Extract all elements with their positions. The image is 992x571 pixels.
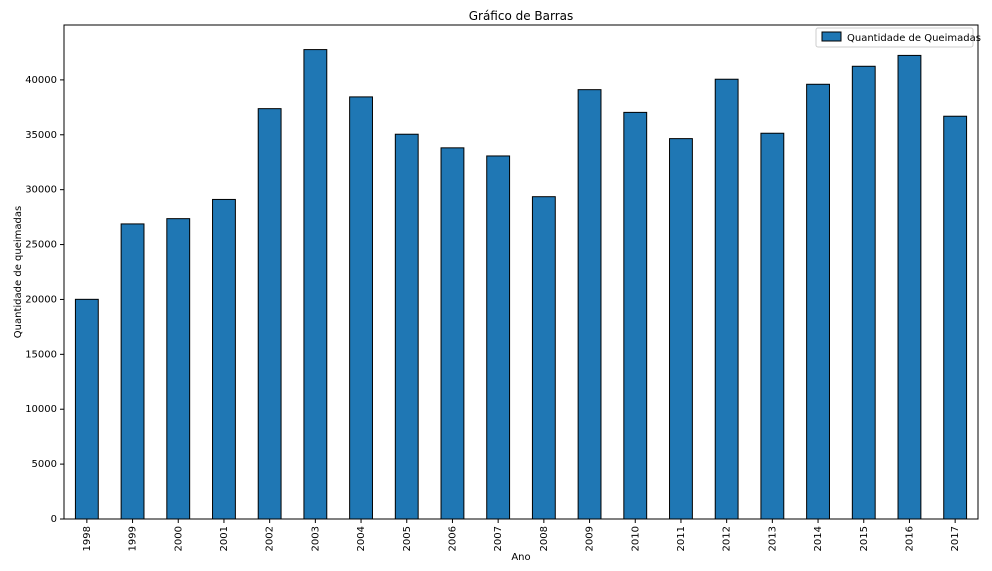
- x-tick-label: 2014: [813, 526, 824, 551]
- bar-2016: [897, 54, 922, 520]
- x-tick-label: 2001: [219, 526, 230, 551]
- x-tick-label: 2012: [722, 526, 733, 551]
- bar-1999: [120, 223, 145, 520]
- bar-1998: [74, 298, 99, 520]
- bar-2013: [760, 132, 785, 520]
- x-tick-label: 2009: [585, 526, 596, 551]
- axes-layer: 1998 1999 2000 2001 2002 2003 2004 2005 2006 2007…: [25, 24, 979, 551]
- chart-title: Gráfico de Barras: [469, 9, 574, 23]
- x-tick-label: 2010: [630, 526, 641, 551]
- x-tick-label: 2006: [447, 526, 458, 551]
- y-tick-label: 15000: [25, 349, 57, 360]
- x-axis-label: Ano: [511, 552, 530, 563]
- y-tick-label: 30000: [25, 185, 57, 196]
- bar-2011: [669, 138, 693, 520]
- y-tick-label: 20000: [25, 294, 57, 305]
- y-tick-label: 25000: [25, 240, 57, 251]
- bar-2012: [714, 78, 739, 520]
- legend-frame: [815, 27, 974, 48]
- legend: Quantidade de Queimadas: [815, 27, 981, 48]
- plot-frame: [63, 24, 979, 520]
- x-tick-label: 2013: [767, 526, 778, 551]
- bar-2003: [303, 49, 328, 520]
- x-tick-label: 2000: [173, 526, 184, 551]
- x-tick-label: 1998: [82, 526, 93, 551]
- bar-2014: [806, 83, 830, 520]
- y-tick-label: 10000: [25, 404, 57, 415]
- x-tick-label: 2007: [493, 526, 504, 551]
- x-tick-label: 2003: [310, 526, 321, 551]
- bar-2017: [943, 115, 968, 520]
- bar-2002: [257, 108, 282, 520]
- x-tick-label: 2005: [402, 526, 413, 551]
- x-tick-label: 2004: [356, 526, 367, 551]
- bar-2006: [440, 147, 465, 520]
- bar-2007: [486, 155, 511, 520]
- x-tick-label: 2011: [676, 526, 687, 551]
- bar-2000: [166, 218, 191, 520]
- bar-2008: [531, 196, 556, 520]
- y-axis-label: Quantidade de queimadas: [13, 206, 24, 338]
- bar-2005: [394, 133, 419, 520]
- legend-swatch: [821, 31, 842, 42]
- legend-label: Quantidade de Queimadas: [847, 33, 981, 44]
- bar-2009: [577, 89, 602, 520]
- y-tick-label: 35000: [25, 130, 57, 141]
- x-tick-label: 2015: [859, 526, 870, 551]
- bar-2001: [212, 198, 236, 520]
- x-tick-label: 2008: [539, 526, 550, 551]
- x-tick-label: 2016: [904, 526, 915, 551]
- bar-2010: [623, 111, 648, 520]
- y-tick-label: 40000: [25, 75, 57, 86]
- y-tick-label: 5000: [32, 459, 57, 470]
- bars-layer: [74, 49, 968, 520]
- y-tick-label: 0: [51, 514, 57, 525]
- x-tick-label: 1999: [128, 526, 139, 551]
- bar-2004: [349, 96, 373, 520]
- bar-2015: [851, 65, 876, 520]
- x-tick-label: 2017: [950, 526, 961, 551]
- x-tick-label: 2002: [265, 526, 276, 551]
